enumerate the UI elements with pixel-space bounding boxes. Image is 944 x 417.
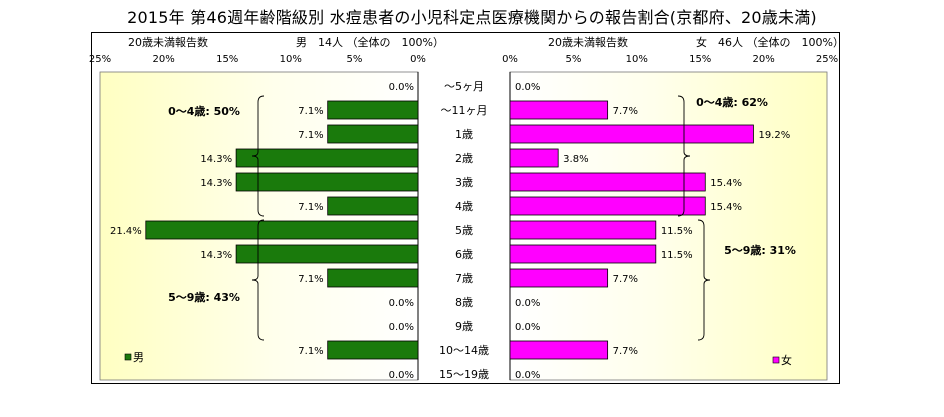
axis-ticks: 25% 20% 15% 10% 5% 0% 0% 5% 10% 15% 20% 25% — [89, 54, 838, 65]
male-x-tick: 20% — [152, 54, 174, 65]
female-bar — [509, 340, 609, 360]
female-group-5-9-label: 5～9歳: 31% — [724, 243, 796, 257]
female-value-label: 7.7% — [613, 274, 638, 285]
female-value-label: 15.4% — [710, 202, 742, 213]
male-bar — [327, 124, 419, 144]
female-value-label: 0.0% — [515, 82, 540, 93]
category-label: 7歳 — [455, 272, 473, 285]
female-bar — [509, 196, 706, 216]
female-value-label: 0.0% — [515, 322, 540, 333]
male-value-label: 7.1% — [298, 130, 323, 141]
female-value-label: 15.4% — [710, 178, 742, 189]
female-bar — [509, 220, 657, 240]
female-total-label: 女 46人 （全体の 100%） — [696, 35, 844, 49]
category-label: ～11ヶ月 — [441, 104, 488, 117]
outer-frame — [91, 32, 840, 384]
female-bar — [509, 268, 609, 288]
legends: 男女 — [124, 351, 792, 367]
category-label: 9歳 — [455, 320, 473, 333]
male-value-label: 7.1% — [298, 274, 323, 285]
female-axis-title: 20歳未満報告数 — [548, 36, 628, 49]
male-bar — [327, 196, 419, 216]
male-value-label: 7.1% — [298, 106, 323, 117]
male-bar — [327, 340, 419, 360]
male-legend-label: 男 — [133, 351, 144, 364]
female-bar — [509, 148, 559, 168]
male-value-label: 0.0% — [389, 322, 414, 333]
male-brace-0-4 — [251, 95, 265, 217]
male-bar — [145, 220, 419, 240]
male-x-tick: 25% — [89, 54, 111, 65]
female-value-label: 19.2% — [758, 130, 790, 141]
male-value-label: 0.0% — [389, 82, 414, 93]
female-x-tick: 20% — [752, 54, 774, 65]
female-brace-5-9 — [697, 219, 711, 341]
category-label: 2歳 — [455, 152, 473, 165]
male-value-label: 7.1% — [298, 202, 323, 213]
chart-frame — [91, 32, 840, 384]
female-x-tick: 25% — [816, 54, 838, 65]
group-annotations: 0～4歳: 50% 5～9歳: 43% 0～4歳: 62% 5～9歳: 31% — [168, 95, 796, 341]
female-brace-0-4 — [677, 95, 691, 217]
male-value-label: 14.3% — [200, 250, 232, 261]
chart-title: 2015年 第46週年齢階級別 水痘患者の小児科定点医療機関からの報告割合(京都… — [127, 8, 817, 27]
male-value-label: 14.3% — [200, 154, 232, 165]
male-x-tick: 10% — [280, 54, 302, 65]
female-value-label: 0.0% — [515, 298, 540, 309]
male-value-label: 0.0% — [389, 298, 414, 309]
female-legend-label: 女 — [781, 353, 792, 367]
male-x-tick: 0% — [410, 54, 426, 65]
bars — [145, 100, 754, 360]
female-x-tick: 10% — [626, 54, 648, 65]
male-group-5-9-label: 5～9歳: 43% — [168, 290, 240, 304]
female-value-label: 7.7% — [613, 106, 638, 117]
male-brace-5-9 — [251, 219, 265, 341]
male-bar — [235, 172, 419, 192]
female-value-label: 11.5% — [661, 250, 693, 261]
male-x-tick: 5% — [346, 54, 362, 65]
female-x-tick: 5% — [565, 54, 581, 65]
female-x-tick: 0% — [502, 54, 518, 65]
female-value-label: 11.5% — [661, 226, 693, 237]
female-x-tick: 15% — [689, 54, 711, 65]
male-value-label: 14.3% — [200, 178, 232, 189]
category-labels: ～5ヶ月 ～11ヶ月 1歳 2歳 3歳 4歳 5歳 6歳 7歳 8歳 9歳 10～14歳 15～19歳 — [439, 80, 489, 381]
category-label: 4歳 — [455, 200, 473, 213]
category-label: 15～19歳 — [439, 368, 489, 381]
category-label: 6歳 — [455, 248, 473, 261]
female-bar — [509, 244, 657, 264]
male-value-label: 21.4% — [110, 226, 142, 237]
category-label: 10～14歳 — [439, 344, 489, 357]
female-legend-swatch — [772, 356, 780, 364]
category-label: ～5ヶ月 — [444, 80, 484, 93]
category-label: 5歳 — [455, 224, 473, 237]
male-value-label: 0.0% — [389, 370, 414, 381]
male-group-0-4-label: 0～4歳: 50% — [168, 104, 240, 118]
category-label: 8歳 — [455, 296, 473, 309]
male-bar — [327, 100, 419, 120]
panel-headers: 20歳未満報告数 男 14人 （全体の 100%） 20歳未満報告数 女 46人 （全… — [128, 35, 844, 49]
category-label: 3歳 — [455, 176, 473, 189]
male-value-label: 7.1% — [298, 346, 323, 357]
male-total-label: 男 14人 （全体の 100%） — [296, 35, 444, 49]
female-value-label: 7.7% — [613, 346, 638, 357]
category-label: 1歳 — [455, 128, 473, 141]
female-bar — [509, 172, 706, 192]
male-axis-title: 20歳未満報告数 — [128, 36, 208, 49]
male-bar — [235, 148, 419, 168]
female-bar — [509, 100, 609, 120]
male-legend-swatch — [124, 353, 132, 361]
female-group-0-4-label: 0～4歳: 62% — [696, 95, 768, 109]
male-bar — [235, 244, 419, 264]
female-value-label: 0.0% — [515, 370, 540, 381]
male-x-tick: 15% — [216, 54, 238, 65]
male-bar — [327, 268, 419, 288]
female-value-label: 3.8% — [563, 154, 588, 165]
value-labels: 0.0% 0.0% 7.1% 7.7% 7.1% 19.2% 14.3% 3.8% 14.3% 1… — [110, 82, 790, 381]
female-bar — [509, 124, 754, 144]
